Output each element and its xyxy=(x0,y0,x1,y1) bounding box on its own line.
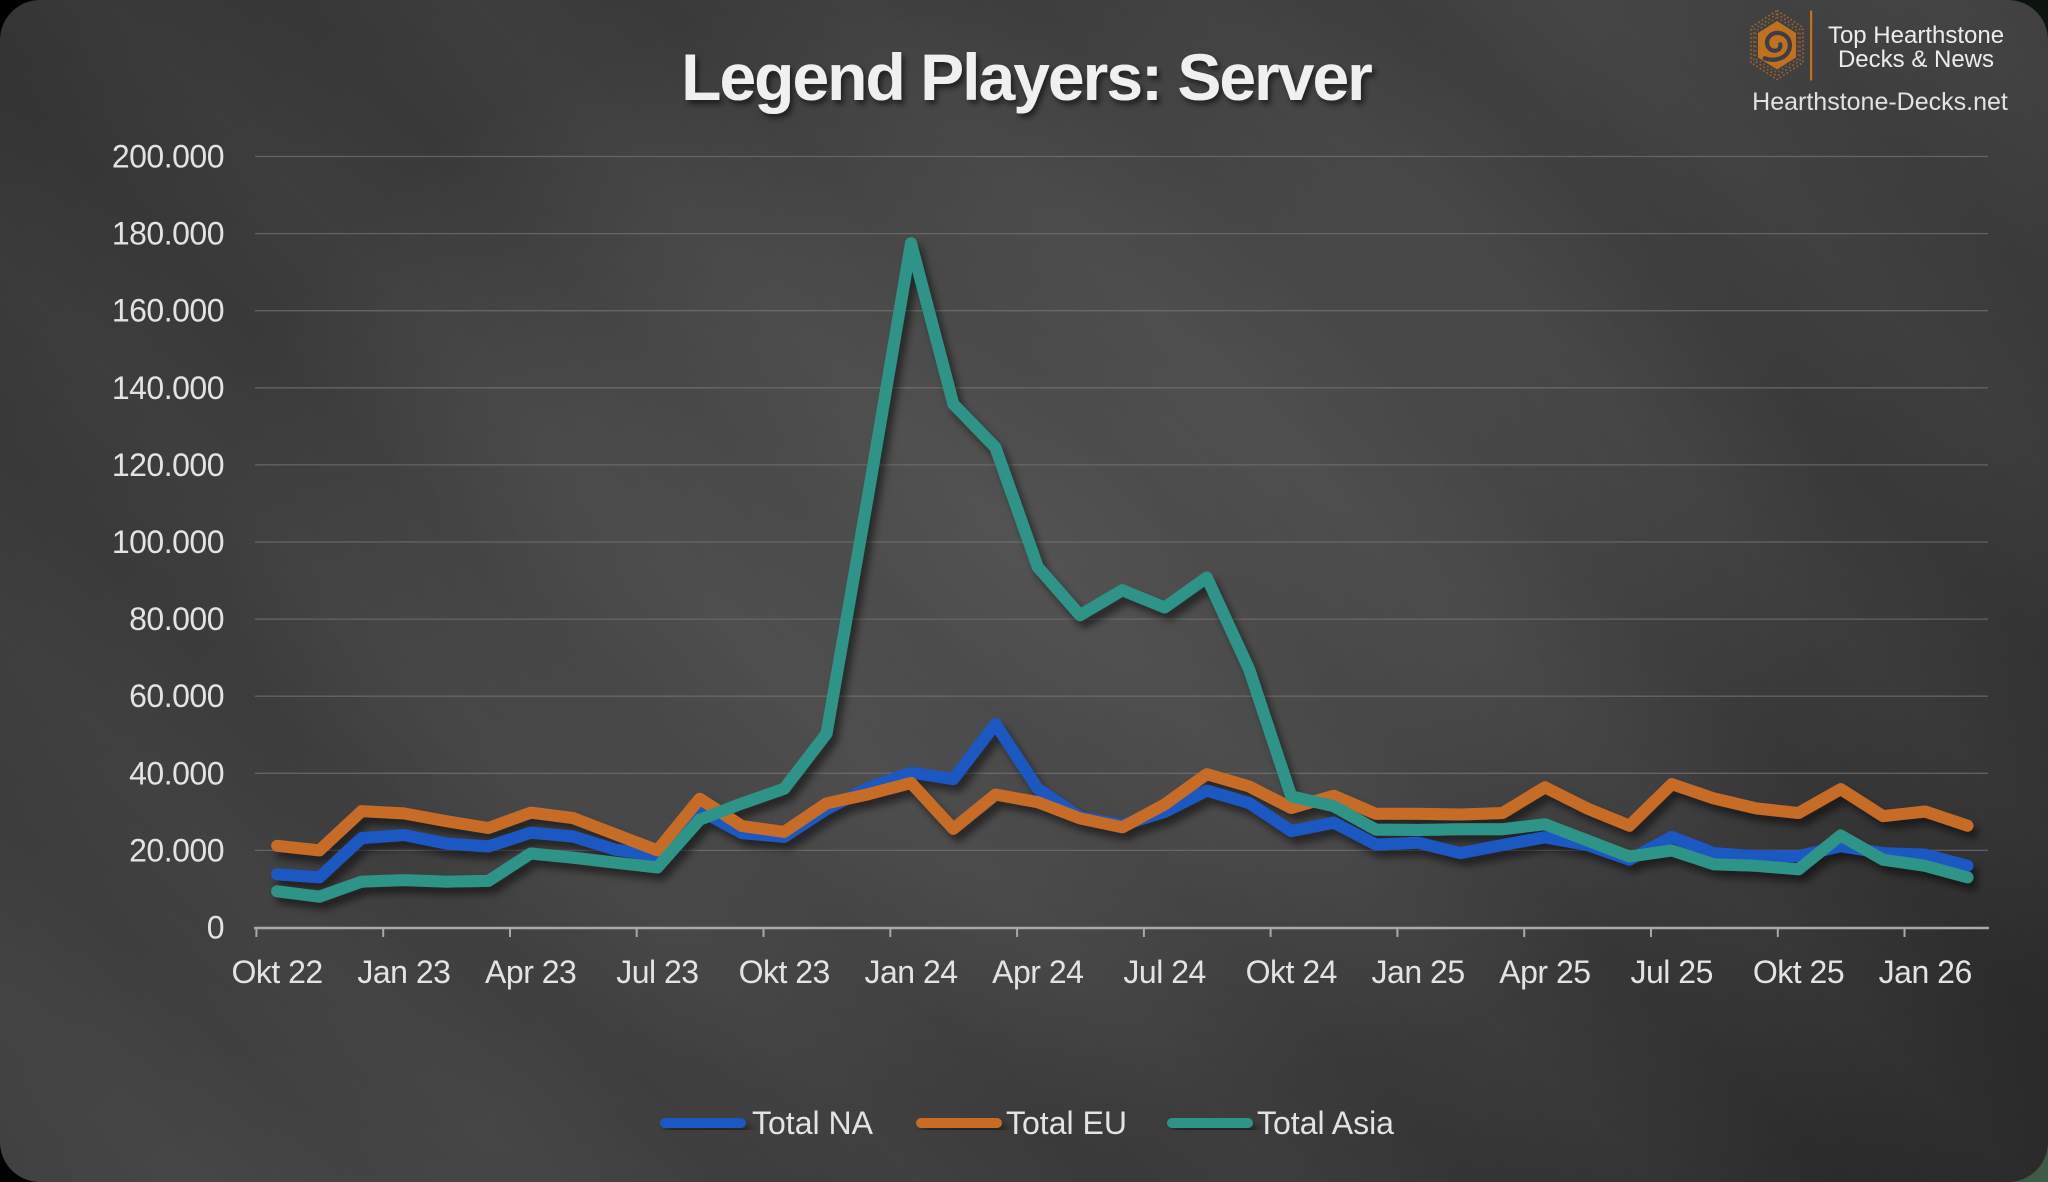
svg-text:Total Asia: Total Asia xyxy=(1257,1105,1394,1141)
svg-text:100.000: 100.000 xyxy=(112,524,224,560)
svg-text:Jul 23: Jul 23 xyxy=(616,954,698,990)
svg-text:120.000: 120.000 xyxy=(112,447,224,483)
svg-text:Jan 24: Jan 24 xyxy=(864,954,957,990)
svg-text:Jul 24: Jul 24 xyxy=(1123,954,1205,990)
svg-text:Jul 25: Jul 25 xyxy=(1631,954,1713,990)
svg-text:Decks & News: Decks & News xyxy=(1838,46,1994,73)
svg-text:40.000: 40.000 xyxy=(129,755,224,791)
svg-text:Jan 25: Jan 25 xyxy=(1372,954,1465,990)
svg-text:Top Hearthstone: Top Hearthstone xyxy=(1828,22,2004,49)
svg-text:Apr 24: Apr 24 xyxy=(992,954,1083,990)
svg-text:Total EU: Total EU xyxy=(1006,1105,1127,1141)
svg-text:Jan 23: Jan 23 xyxy=(357,954,450,990)
svg-text:Hearthstone-Decks.net: Hearthstone-Decks.net xyxy=(1752,88,2008,116)
svg-text:Okt 25: Okt 25 xyxy=(1753,954,1844,990)
svg-text:0: 0 xyxy=(207,910,224,946)
svg-text:200.000: 200.000 xyxy=(112,139,224,175)
svg-text:Apr 25: Apr 25 xyxy=(1499,954,1590,990)
svg-text:80.000: 80.000 xyxy=(129,601,224,637)
svg-text:140.000: 140.000 xyxy=(112,370,224,406)
svg-text:Total NA: Total NA xyxy=(752,1105,874,1141)
svg-text:Jan 26: Jan 26 xyxy=(1879,954,1972,990)
svg-text:Legend Players: Server: Legend Players: Server xyxy=(681,40,1372,114)
svg-text:60.000: 60.000 xyxy=(129,678,224,714)
svg-text:20.000: 20.000 xyxy=(129,832,224,868)
svg-text:Okt 24: Okt 24 xyxy=(1246,954,1337,990)
svg-text:160.000: 160.000 xyxy=(112,293,224,329)
svg-text:Okt 22: Okt 22 xyxy=(231,954,322,990)
svg-text:Apr 23: Apr 23 xyxy=(485,954,576,990)
svg-text:180.000: 180.000 xyxy=(112,216,224,252)
svg-text:Okt 23: Okt 23 xyxy=(739,954,830,990)
